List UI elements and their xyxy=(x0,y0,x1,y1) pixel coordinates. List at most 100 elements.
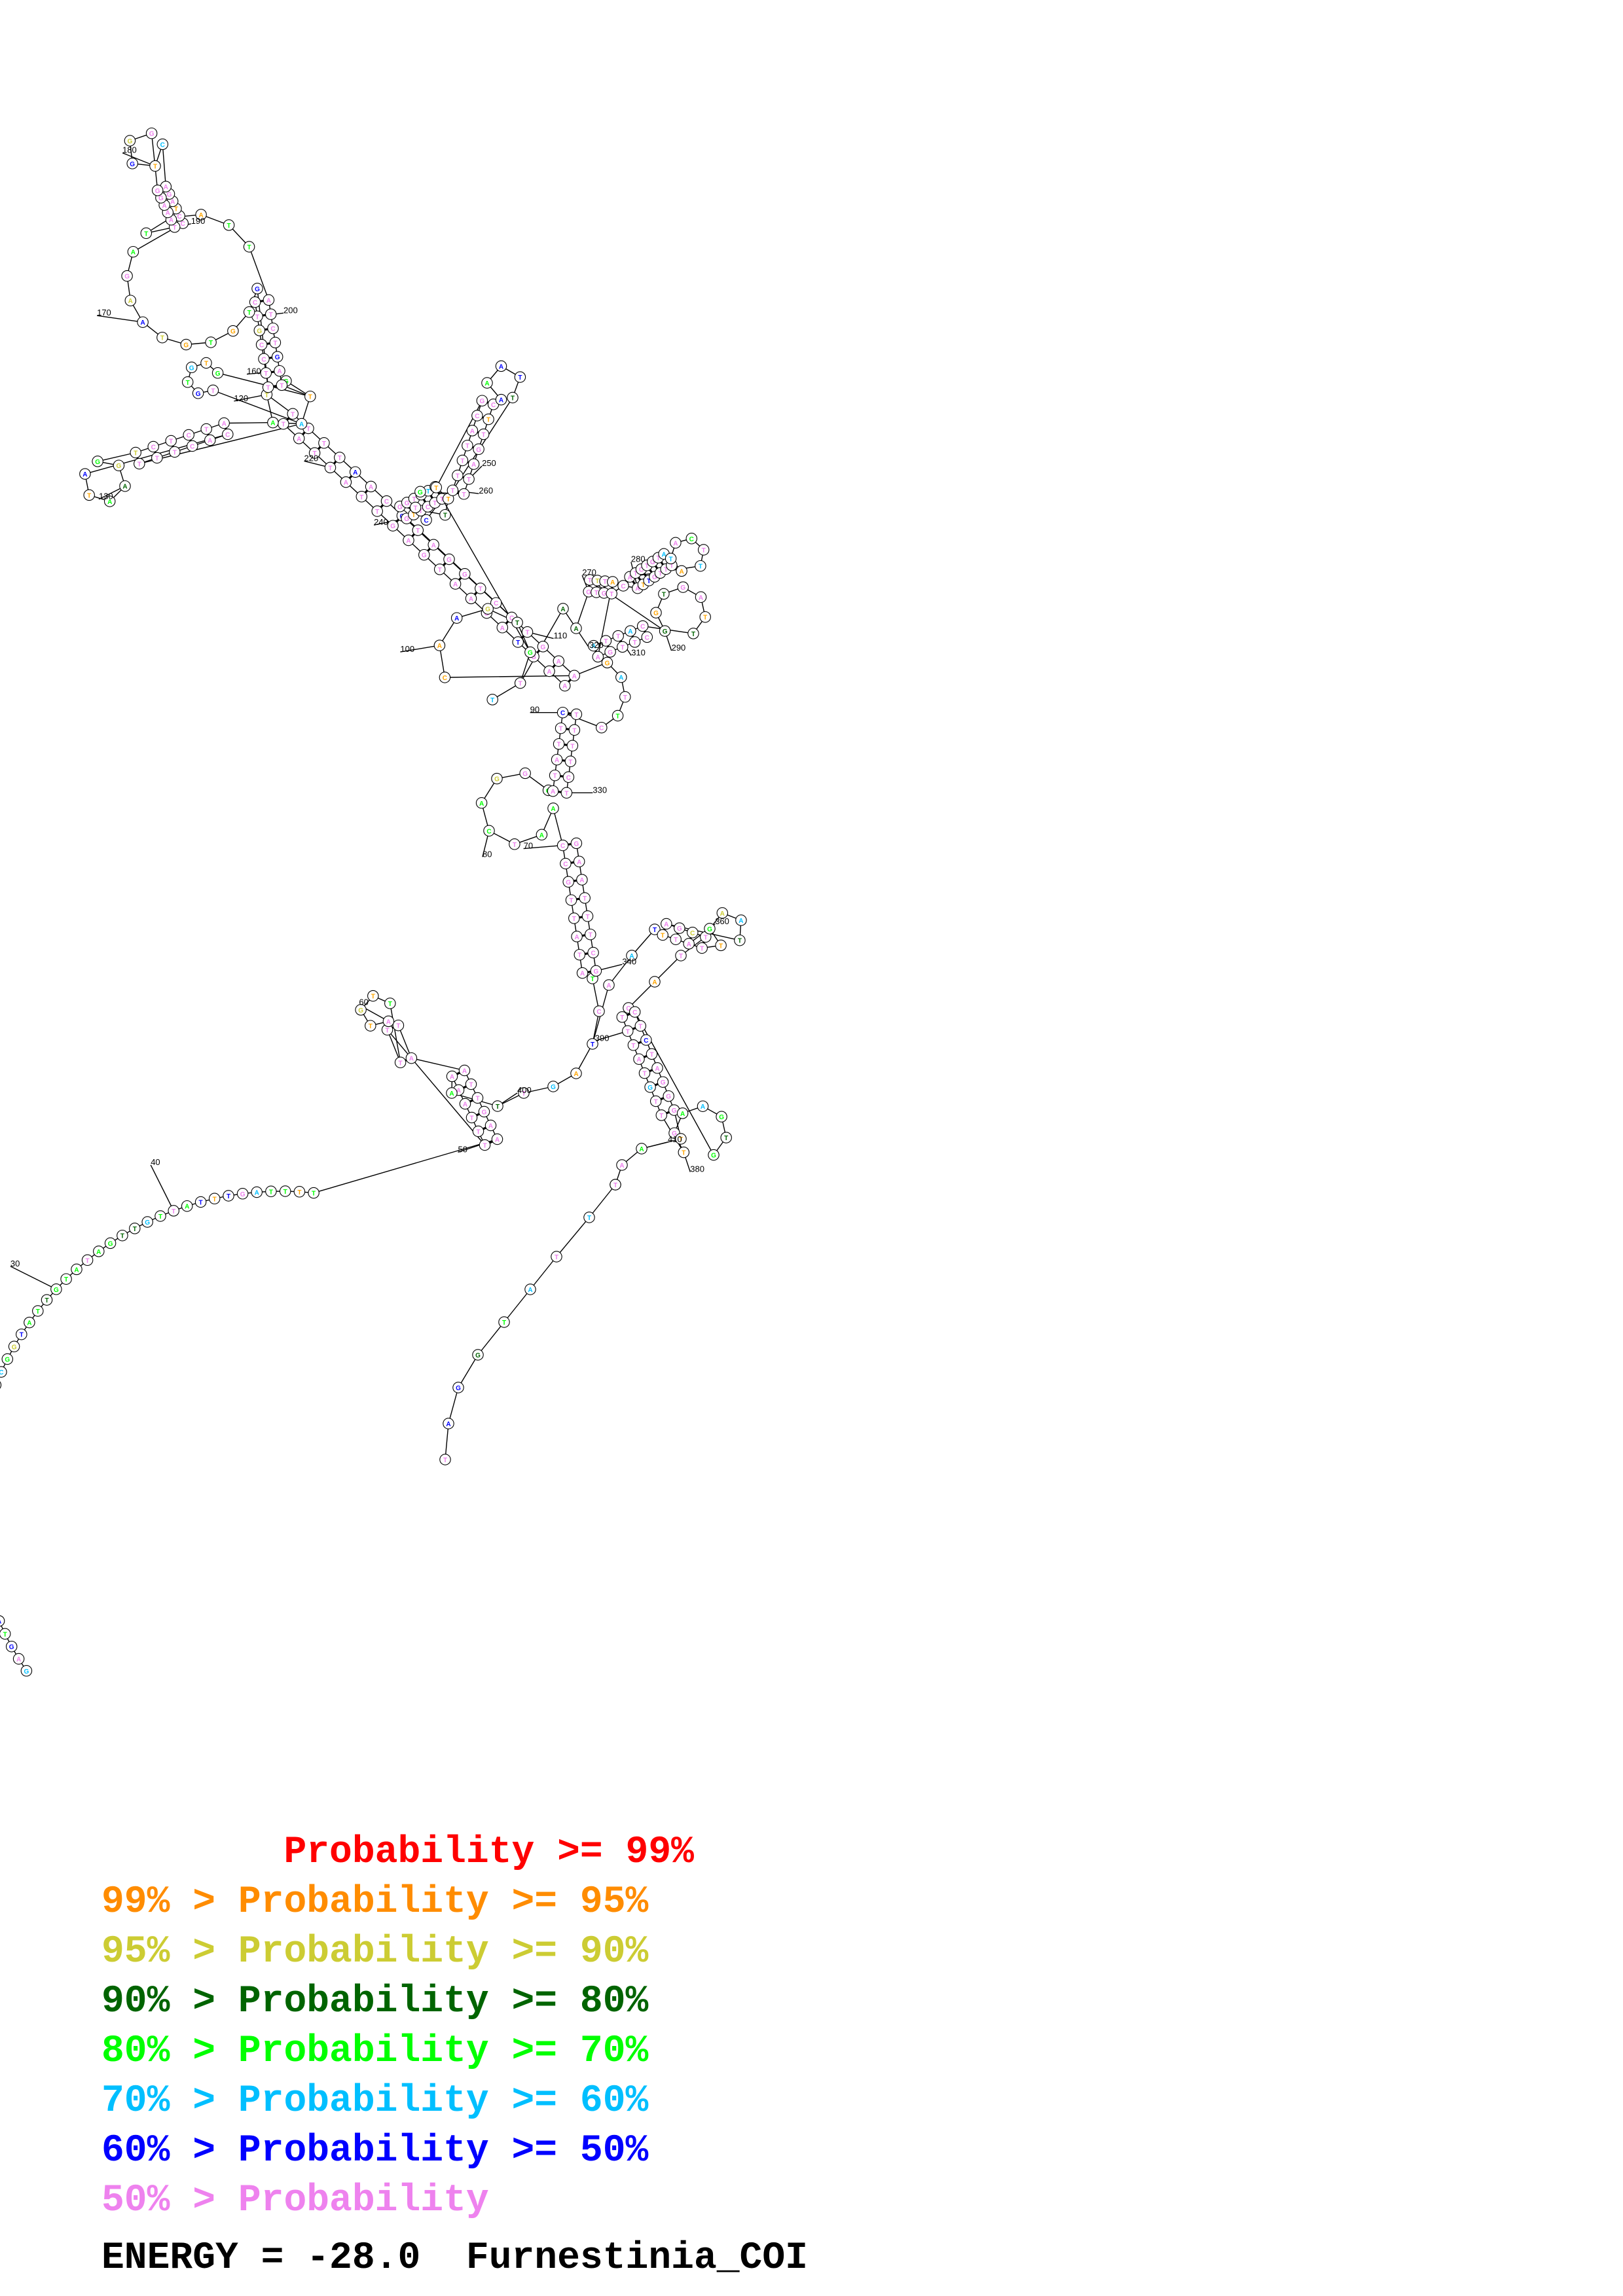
svg-text:T: T xyxy=(87,492,91,499)
svg-text:A: A xyxy=(162,202,166,209)
svg-text:190: 190 xyxy=(191,216,206,226)
svg-text:C: C xyxy=(151,444,156,452)
svg-text:A: A xyxy=(619,675,623,682)
svg-text:390: 390 xyxy=(595,1033,610,1043)
svg-text:130: 130 xyxy=(99,492,113,501)
svg-text:T: T xyxy=(469,1115,473,1122)
svg-text:T: T xyxy=(3,1631,7,1638)
svg-text:A: A xyxy=(562,683,567,691)
svg-text:T: T xyxy=(616,713,620,721)
svg-text:T: T xyxy=(280,382,283,389)
svg-text:T: T xyxy=(396,1023,400,1030)
svg-text:A: A xyxy=(547,669,551,676)
svg-text:T: T xyxy=(186,380,190,387)
svg-text:T: T xyxy=(700,946,704,953)
svg-text:T: T xyxy=(328,465,332,472)
svg-text:T: T xyxy=(426,488,430,495)
svg-text:A: A xyxy=(386,1018,391,1026)
svg-text:180: 180 xyxy=(122,145,137,155)
svg-text:T: T xyxy=(416,528,420,535)
svg-text:C: C xyxy=(621,583,625,590)
svg-text:T: T xyxy=(669,556,673,563)
svg-text:T: T xyxy=(247,244,251,251)
svg-text:70% > Probability >= 60%: 70% > Probability >= 60% xyxy=(101,2080,649,2123)
svg-text:A: A xyxy=(528,1287,532,1294)
svg-text:T: T xyxy=(724,1135,728,1142)
svg-text:C: C xyxy=(424,517,428,524)
svg-text:T: T xyxy=(447,496,450,503)
svg-text:G: G xyxy=(390,523,395,530)
svg-text:C: C xyxy=(190,444,194,451)
svg-text:T: T xyxy=(137,461,141,469)
svg-text:A: A xyxy=(500,625,505,632)
svg-text:A: A xyxy=(353,469,357,476)
svg-text:T: T xyxy=(255,314,259,321)
svg-text:T: T xyxy=(264,370,268,378)
svg-text:G: G xyxy=(155,188,160,195)
svg-text:A: A xyxy=(208,438,212,445)
svg-text:260: 260 xyxy=(479,486,493,495)
svg-text:T: T xyxy=(623,694,627,702)
svg-text:G: G xyxy=(594,968,599,975)
svg-text:A: A xyxy=(639,1146,644,1153)
svg-text:T: T xyxy=(583,895,587,903)
svg-text:T: T xyxy=(45,1297,48,1304)
svg-text:160: 160 xyxy=(247,367,261,376)
svg-text:C: C xyxy=(690,930,695,937)
svg-text:T: T xyxy=(490,697,494,704)
svg-text:A: A xyxy=(560,606,565,613)
svg-text:A: A xyxy=(82,471,87,478)
svg-text:A: A xyxy=(499,397,503,404)
svg-text:T: T xyxy=(589,932,593,939)
svg-text:G: G xyxy=(215,370,221,378)
svg-text:T: T xyxy=(434,485,438,492)
svg-text:C: C xyxy=(491,402,496,409)
svg-text:T: T xyxy=(703,615,707,622)
svg-text:G: G xyxy=(476,446,481,454)
svg-text:A: A xyxy=(572,673,577,680)
svg-text:T: T xyxy=(585,914,589,921)
svg-text:T: T xyxy=(227,223,231,230)
svg-text:T: T xyxy=(64,1276,68,1283)
svg-text:T: T xyxy=(438,567,442,574)
svg-text:C: C xyxy=(0,1369,4,1376)
svg-text:360: 360 xyxy=(715,916,729,926)
svg-text:A: A xyxy=(652,979,657,986)
svg-text:T: T xyxy=(604,638,608,645)
svg-text:T: T xyxy=(204,361,208,368)
svg-text:C: C xyxy=(560,710,565,717)
svg-text:C: C xyxy=(689,536,694,543)
svg-text:A: A xyxy=(299,422,304,429)
svg-text:T: T xyxy=(613,1182,617,1189)
svg-text:A: A xyxy=(222,421,227,428)
svg-text:A: A xyxy=(680,1111,685,1118)
svg-text:T: T xyxy=(616,634,620,641)
svg-text:T: T xyxy=(467,476,471,484)
svg-text:G: G xyxy=(707,926,712,933)
svg-text:80% > Probability >= 70%: 80% > Probability >= 70% xyxy=(101,2030,649,2073)
svg-text:A: A xyxy=(169,217,173,224)
svg-text:T: T xyxy=(654,1099,658,1106)
svg-text:G: G xyxy=(5,1357,10,1364)
svg-text:G: G xyxy=(462,571,467,579)
svg-text:A: A xyxy=(462,1068,467,1075)
svg-text:A: A xyxy=(580,971,585,978)
svg-text:T: T xyxy=(359,494,363,501)
svg-text:G: G xyxy=(672,1107,677,1115)
svg-text:T: T xyxy=(587,1215,591,1222)
svg-text:T: T xyxy=(515,620,519,627)
svg-text:T: T xyxy=(199,1200,203,1207)
svg-text:T: T xyxy=(513,842,517,849)
svg-text:G: G xyxy=(12,1344,17,1351)
svg-text:60: 60 xyxy=(359,997,368,1007)
svg-text:C: C xyxy=(443,675,447,682)
svg-text:T: T xyxy=(450,488,454,495)
svg-text:C: C xyxy=(384,499,389,506)
svg-text:G: G xyxy=(183,342,189,350)
svg-text:T: T xyxy=(659,1113,663,1120)
svg-text:G: G xyxy=(108,1240,113,1247)
svg-text:G: G xyxy=(605,660,610,667)
svg-text:200: 200 xyxy=(283,305,298,315)
svg-text:A: A xyxy=(74,1266,79,1274)
svg-text:C: C xyxy=(591,950,595,958)
